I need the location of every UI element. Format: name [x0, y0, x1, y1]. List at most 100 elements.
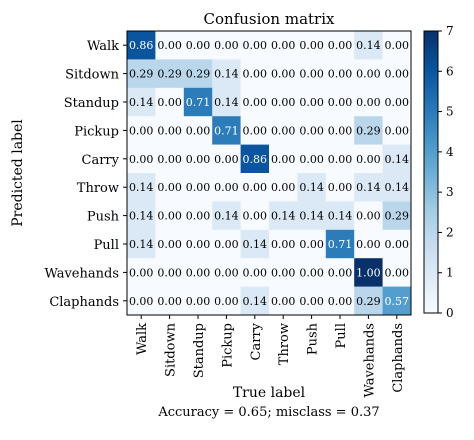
y-axis-label: Predicted label [10, 119, 26, 227]
cell-value-label: 0.00 [157, 295, 182, 308]
cell-value-label: 0.00 [271, 238, 296, 251]
heatmap-cell [155, 258, 185, 287]
y-tick-labels: Walk Sitdown Standup Pickup Carry Throw Push Pu… [44, 39, 127, 310]
heatmap-cells: 0.86 0.00 0.00 0.00 0.00 0.00 0.00 0.00 0.14 0.00… [127, 31, 412, 316]
heatmap-cell [297, 31, 327, 60]
heatmap-cell [240, 144, 270, 174]
heatmap-cell [155, 173, 185, 202]
x-tick-label: Sitdown [164, 322, 179, 377]
heatmap-cell [269, 59, 298, 89]
cell-value-label: 0.14 [214, 96, 239, 109]
x-tick-label: Pull [334, 323, 349, 348]
cell-value-label: 0.00 [299, 295, 324, 308]
cell-value-label: 0.00 [356, 68, 381, 81]
y-tick-label: Throw [77, 181, 119, 196]
cell-value-label: 0.14 [129, 181, 154, 194]
heatmap-cell [240, 201, 270, 231]
heatmap-cell [382, 59, 412, 89]
cell-value-label: 0.14 [356, 181, 381, 194]
cell-value-label: 0.00 [356, 96, 381, 109]
heatmap-cell [354, 286, 383, 316]
y-tick-label: Standup [64, 96, 119, 111]
heatmap-cell [354, 144, 383, 174]
cell-value-label: 0.00 [328, 124, 353, 137]
heatmap-cell [354, 173, 383, 202]
heatmap-cell [240, 173, 270, 202]
heatmap-cell [382, 258, 412, 287]
heatmap-cell [297, 59, 327, 89]
cell-value-label: 0.00 [157, 266, 182, 279]
heatmap-cell [354, 59, 383, 89]
cell-value-label: 0.00 [129, 124, 154, 137]
cell-value-label: 0.57 [385, 295, 410, 308]
cell-value-label: 0.00 [271, 295, 296, 308]
heatmap-cell [297, 116, 327, 145]
cell-value-label: 0.00 [385, 96, 410, 109]
heatmap-cell [183, 286, 213, 316]
cell-value-label: 0.29 [385, 210, 410, 223]
cell-value-label: 0.29 [129, 68, 154, 81]
cell-value-label: 0.29 [157, 68, 182, 81]
cell-value-label: 0.00 [356, 153, 381, 166]
heatmap-cell [212, 258, 241, 287]
cell-value-label: 0.00 [243, 39, 268, 52]
heatmap-cell [269, 144, 298, 174]
cell-value-label: 0.00 [271, 68, 296, 81]
cell-value-label: 0.00 [186, 210, 211, 223]
cell-value-label: 0.00 [186, 266, 211, 279]
heatmap-cell [127, 229, 156, 259]
heatmap-cell [183, 201, 213, 231]
heatmap-cell [325, 87, 355, 117]
heatmap-cell [183, 59, 213, 89]
cell-value-label: 0.00 [186, 295, 211, 308]
cell-value-label: 0.00 [186, 238, 211, 251]
heatmap-cell [127, 116, 156, 145]
heatmap-cell [269, 173, 298, 202]
heatmap-cell [382, 87, 412, 117]
colorbar-tick-label: 2 [446, 225, 454, 239]
heatmap-cell [127, 87, 156, 117]
heatmap-cell [382, 173, 412, 202]
cell-value-label: 0.00 [328, 266, 353, 279]
heatmap-cell [212, 144, 241, 174]
heatmap-cell [240, 229, 270, 259]
cell-value-label: 0.00 [157, 124, 182, 137]
cell-value-label: 0.14 [243, 238, 268, 251]
heatmap-cell [155, 87, 185, 117]
cell-value-label: 0.00 [186, 39, 211, 52]
heatmap-cell [240, 87, 270, 117]
x-tick-label: Standup [192, 323, 207, 378]
colorbar-tick-label: 3 [446, 185, 454, 199]
heatmap-cell [297, 144, 327, 174]
heatmap-cell [382, 144, 412, 174]
heatmap-cell [212, 229, 241, 259]
cell-value-label: 0.00 [356, 210, 381, 223]
heatmap-cell [155, 201, 185, 231]
cell-value-label: 0.00 [157, 181, 182, 194]
heatmap-cell [240, 286, 270, 316]
heatmap-cell [354, 201, 383, 231]
colorbar-tick-label: 6 [446, 64, 454, 78]
heatmap-cell [325, 286, 355, 316]
cell-value-label: 0.00 [271, 96, 296, 109]
cell-value-label: 0.00 [214, 181, 239, 194]
cell-value-label: 0.00 [299, 266, 324, 279]
heatmap-cell [382, 286, 412, 316]
heatmap-cell [382, 116, 412, 145]
heatmap-cell [269, 31, 298, 60]
heatmap-cell [212, 286, 241, 316]
y-tick-label: Sitdown [65, 68, 120, 83]
cell-value-label: 0.00 [271, 153, 296, 166]
cell-value-label: 0.00 [214, 266, 239, 279]
cell-value-label: 0.00 [271, 39, 296, 52]
x-tick-labels: Walk Sitdown Standup Pickup Carry Throw Push Pu… [135, 315, 406, 398]
cell-value-label: 0.14 [214, 210, 239, 223]
cell-value-label: 0.00 [186, 124, 211, 137]
heatmap-cell [297, 286, 327, 316]
cell-value-label: 0.14 [328, 210, 353, 223]
heatmap-cell [325, 144, 355, 174]
heatmap-cell [183, 116, 213, 145]
heatmap-cell [382, 31, 412, 60]
heatmap-cell [297, 229, 327, 259]
